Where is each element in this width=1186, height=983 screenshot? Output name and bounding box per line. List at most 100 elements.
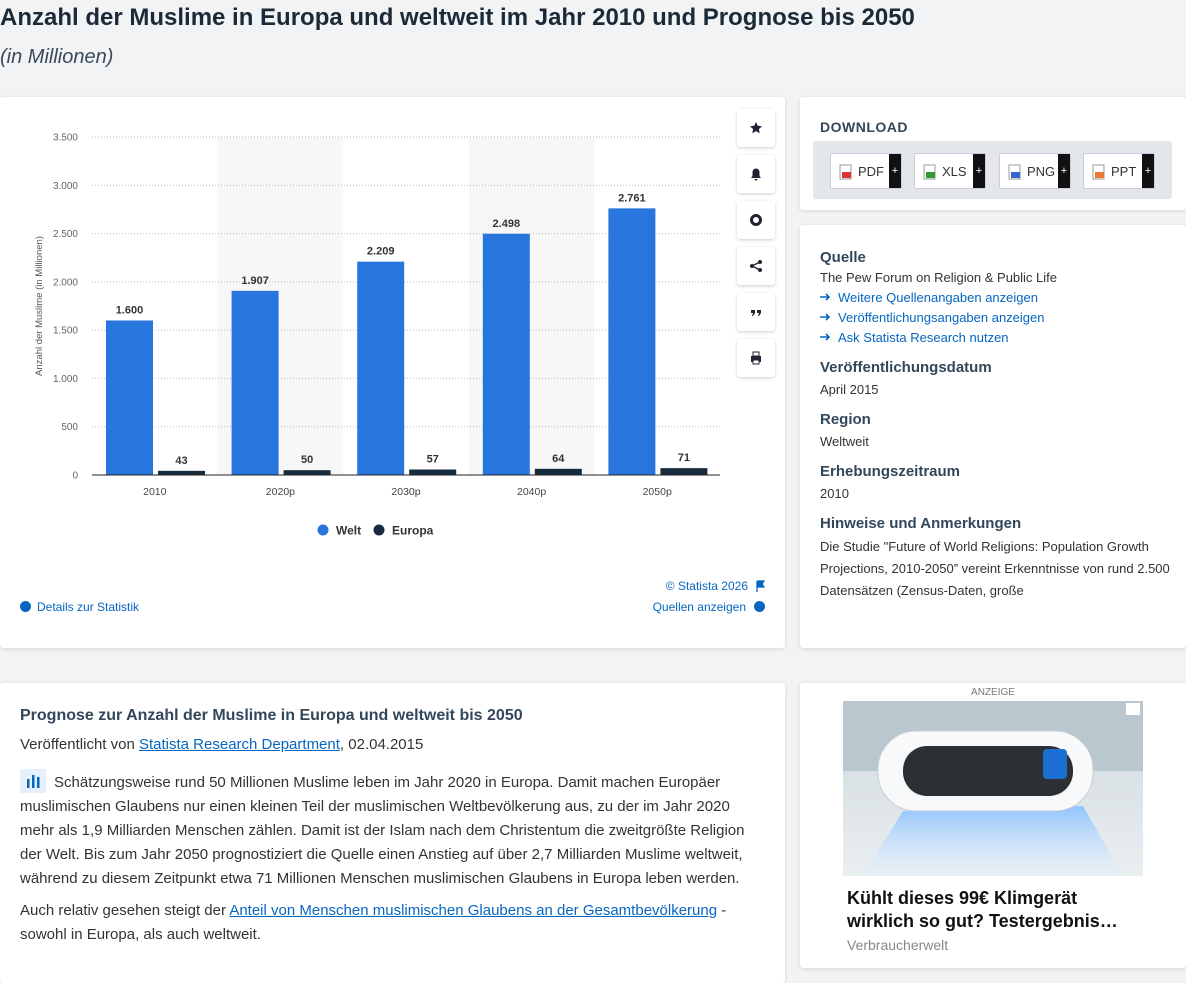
article-title: Prognose zur Anzahl der Muslime in Europ…	[20, 707, 523, 724]
page-subtitle: (in Millionen)	[0, 46, 114, 68]
data-label: 2.209	[367, 246, 395, 258]
date-heading: Veröffentlichungsdatum	[820, 359, 992, 376]
legend-label: Welt	[336, 524, 361, 538]
source-panel: Quelle The Pew Forum on Religion & Publi…	[800, 225, 1186, 648]
x-tick-label: 2010	[143, 486, 167, 498]
legend-label: Europa	[392, 524, 434, 538]
ad-label: ANZEIGE	[971, 687, 1015, 698]
notes-heading: Hinweise und Anmerkungen	[820, 515, 1022, 532]
y-tick-label: 3.000	[53, 181, 78, 192]
bar	[283, 470, 331, 475]
download-plus: +	[1058, 154, 1070, 188]
download-button[interactable]: PDF +	[830, 153, 902, 189]
paragraph-2: Auch relativ gesehen steigt der Anteil v…	[20, 899, 765, 947]
download-title: DOWNLOAD	[820, 119, 908, 135]
y-tick-label: 1.000	[53, 374, 78, 385]
data-label: 64	[552, 453, 565, 465]
source-link-text: Ask Statista Research nutzen	[838, 330, 1009, 345]
data-label: 2.498	[493, 218, 521, 230]
bar	[534, 468, 582, 475]
author-link[interactable]: Statista Research Department	[138, 736, 340, 753]
x-tick-label: 2050p	[643, 486, 672, 498]
source-link[interactable]: Ask Statista Research nutzen	[820, 330, 1170, 345]
ad-advertiser: Verbraucherwelt	[847, 937, 949, 953]
download-button[interactable]: XLS +	[914, 153, 986, 189]
favorite-button[interactable]	[737, 109, 775, 147]
source-link-text: Veröffentlichungsangaben anzeigen	[838, 310, 1045, 325]
bar	[482, 233, 530, 475]
paragraph-2-start: Auch relativ gesehen steigt der	[20, 902, 226, 919]
y-axis-label: Anzahl der Muslime (in Millionen)	[34, 236, 45, 376]
sources-link[interactable]: Quellen anzeigen	[653, 600, 765, 614]
date-text: April 2015	[820, 382, 879, 397]
download-button[interactable]: PNG +	[999, 153, 1071, 189]
article-meta: Veröffentlicht von Statista Research Dep…	[20, 736, 423, 753]
source-heading: Quelle	[820, 249, 866, 266]
copyright: © Statista 2026	[666, 579, 749, 593]
data-label: 1.907	[241, 275, 269, 287]
file-icon	[1092, 164, 1105, 180]
legend-marker	[373, 524, 385, 536]
region-heading: Region	[820, 411, 871, 428]
paragraph-2-link[interactable]: Anteil von Menschen muslimischen Glauben…	[229, 902, 718, 919]
bar	[231, 290, 279, 475]
source-link[interactable]: Weitere Quellenangaben anzeigen	[820, 290, 1170, 305]
x-tick-label: 2040p	[517, 486, 546, 498]
period-heading: Erhebungszeitraum	[820, 463, 961, 480]
paragraph-2-end: - sowohl in Europa, als auch weltweit.	[20, 902, 727, 943]
data-label: 43	[175, 455, 187, 467]
file-icon	[839, 164, 852, 180]
paragraph-1: Schätzungsweise rund 50 Millionen Muslim…	[20, 769, 765, 891]
download-format: XLS	[942, 164, 967, 179]
chart: 0 500 1.000 1.500 2.000 2.500 3.000 3.500 Anzahl…	[34, 133, 766, 593]
download-button[interactable]: PPT +	[1083, 153, 1155, 189]
data-label: 50	[301, 454, 313, 466]
y-tick-label: 2.000	[53, 277, 78, 288]
ad-card[interactable]: ANZEIGE Kühlt dieses 99€ Klimgerät wirkl…	[800, 683, 1186, 968]
arrow-icon	[820, 313, 831, 321]
settings-button[interactable]	[737, 201, 775, 239]
x-tick-label: 2020p	[266, 486, 295, 498]
period-text: 2010	[820, 486, 849, 501]
data-label: 2.761	[618, 192, 646, 204]
sources-text: Quellen anzeigen	[652, 600, 746, 614]
bar	[660, 468, 708, 475]
y-tick-label: 500	[61, 422, 78, 433]
bar	[409, 469, 457, 475]
article-card: Prognose zur Anzahl der Muslime in Europ…	[0, 683, 785, 983]
bar	[357, 261, 405, 475]
download-format: PNG	[1027, 164, 1056, 179]
ad-headline: Kühlt dieses 99€ Klimgerät wirklich so g…	[847, 888, 1118, 931]
download-plus: +	[1142, 154, 1154, 188]
x-tick-label: 2030p	[391, 486, 420, 498]
file-icon	[923, 164, 936, 180]
flag-icon	[756, 580, 766, 592]
paragraph-1-text: Schätzungsweise rund 50 Millionen Muslim…	[20, 774, 745, 887]
published-by: Veröffentlicht von	[20, 736, 135, 753]
legend-marker	[317, 524, 329, 536]
source-text: The Pew Forum on Religion & Public Life	[820, 270, 1058, 285]
download-plus: +	[973, 154, 985, 188]
article-date: , 02.04.2015	[339, 736, 424, 753]
download-box: PDF + XLS + PNG + PPT +	[813, 141, 1172, 199]
source-link-text: Weitere Quellenangaben anzeigen	[838, 290, 1038, 305]
details-text: Details zur Statistik	[37, 600, 140, 614]
download-format: PPT	[1111, 164, 1137, 179]
y-tick-label: 3.500	[53, 133, 78, 144]
data-label: 71	[678, 452, 690, 464]
arrow-icon	[820, 293, 831, 301]
download-plus: +	[889, 154, 901, 188]
cite-button[interactable]	[737, 293, 775, 331]
bar	[608, 208, 656, 476]
bar	[106, 320, 153, 475]
share-button[interactable]	[737, 247, 775, 285]
file-icon	[1008, 164, 1021, 180]
data-label: 1.600	[116, 304, 144, 316]
source-link[interactable]: Veröffentlichungsangaben anzeigen	[820, 310, 1170, 325]
chart-card: 0 500 1.000 1.500 2.000 2.500 3.000 3.500 Anzahl…	[0, 97, 785, 648]
print-button[interactable]	[737, 339, 775, 377]
details-link[interactable]: Details zur Statistik	[20, 600, 139, 614]
alert-button[interactable]	[737, 155, 775, 193]
